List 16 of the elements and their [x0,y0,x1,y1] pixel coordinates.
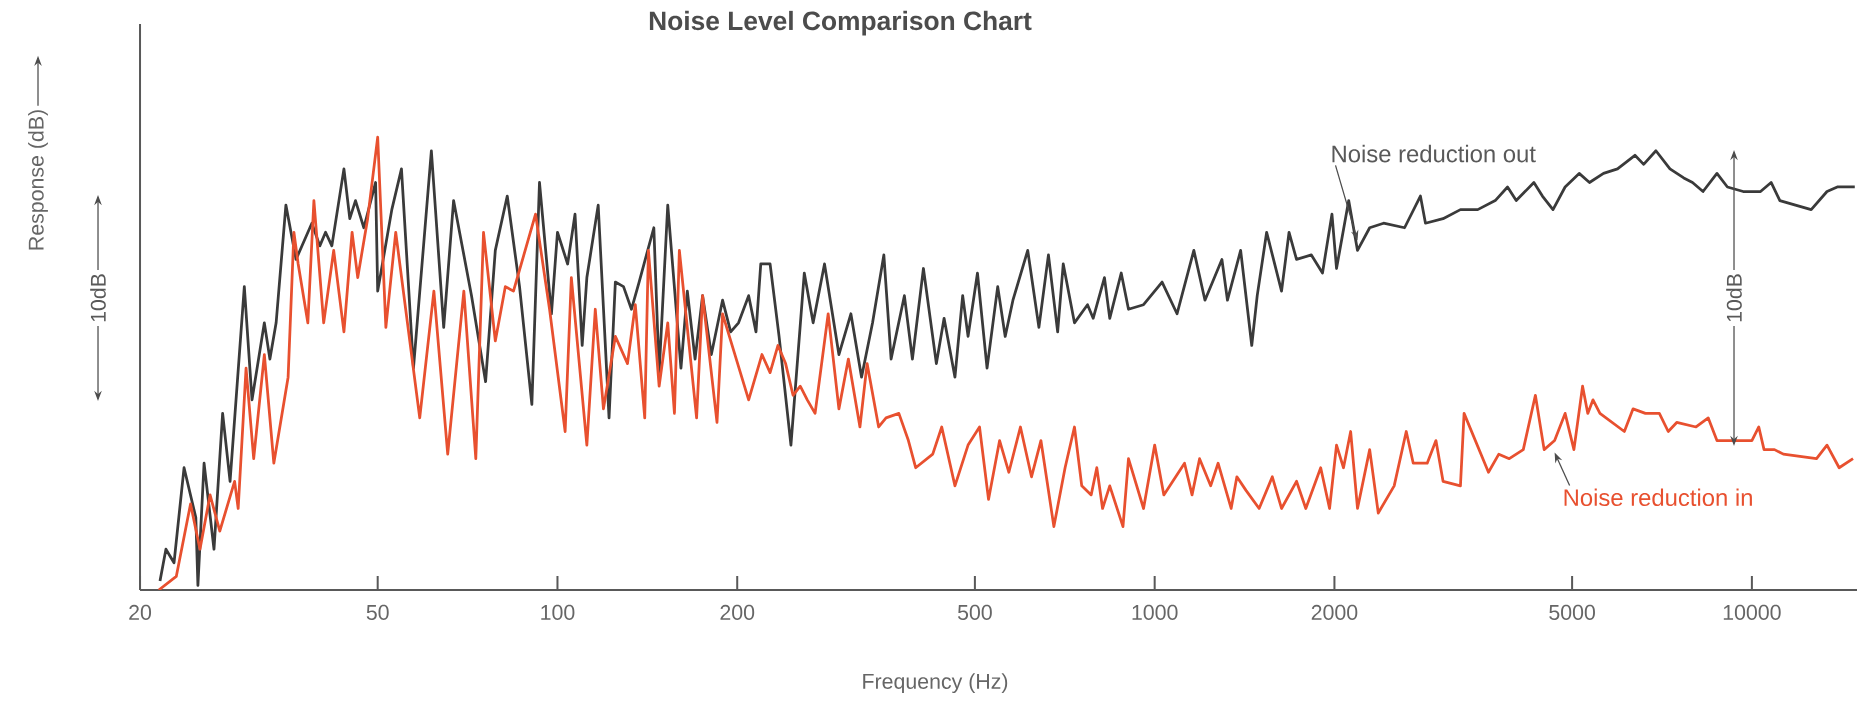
x-tick-label: 200 [720,604,755,620]
legend-label: Noise reduction in [1564,488,1752,507]
y-axis-title: Response (dB) [28,110,48,250]
series-label: Noise reduction out [1332,144,1536,163]
x-tick-label: 1000 [1132,604,1178,620]
x-axis-title: Frequency (Hz) [863,673,1008,694]
x-tick-label: 2000 [1311,604,1358,620]
x-tick-label: 50 [366,604,389,620]
x-tick-label: 500 [957,604,992,620]
x-tick-label: 100 [541,604,575,620]
x-tick-label: 5000 [1549,604,1595,620]
x-tick-label: 10000 [1723,604,1781,620]
x-tick-label: 20 [129,604,152,620]
annotation: 10dB [1726,274,1742,322]
text: 10dB [90,274,106,322]
chart-title: Noise Level Comparison Chart [649,10,1032,36]
